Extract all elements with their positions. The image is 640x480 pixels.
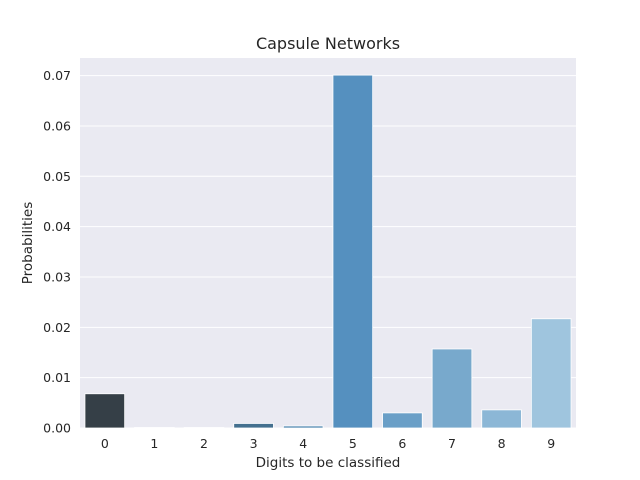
- bar-digit-3: [233, 423, 274, 429]
- y-tick-label: 0.07: [43, 68, 71, 83]
- x-tick-label: 4: [299, 436, 307, 451]
- chart-title: Capsule Networks: [256, 34, 400, 53]
- bar-digit-7: [431, 348, 473, 429]
- grid-lines: [80, 75, 576, 429]
- bar-digit-6: [382, 412, 423, 429]
- x-tick-label: 6: [398, 436, 406, 451]
- bars: [84, 74, 572, 429]
- bar-digit-0: [84, 393, 126, 429]
- x-tick-label: 2: [200, 436, 208, 451]
- x-tick-label: 7: [448, 436, 456, 451]
- y-axis-label: Probabilities: [20, 202, 36, 284]
- bar-digit-1: [134, 427, 175, 429]
- y-tick-label: 0.05: [43, 169, 71, 184]
- x-tick-label: 5: [349, 436, 357, 451]
- bar-digit-5: [332, 74, 374, 429]
- y-tick-label: 0.06: [43, 118, 71, 133]
- bar-digit-2: [183, 427, 225, 429]
- y-tick-label: 0.02: [43, 320, 71, 335]
- y-tick-label: 0.04: [43, 219, 71, 234]
- bar-digit-4: [282, 425, 324, 429]
- x-tick-label: 9: [547, 436, 555, 451]
- plot-area: [80, 58, 576, 428]
- y-tick-labels: 0.00 0.01 0.02 0.03 0.04 0.05 0.06 0.07: [43, 68, 71, 435]
- y-tick-label: 0.01: [43, 370, 71, 385]
- y-tick-label: 0.00: [43, 421, 71, 436]
- bar-digit-9: [530, 318, 572, 429]
- bar-digit-8: [481, 409, 522, 429]
- y-tick-label: 0.03: [43, 269, 71, 284]
- x-tick-label: 1: [150, 436, 158, 451]
- x-tick-label: 8: [498, 436, 506, 451]
- x-tick-labels: 0 1 2 3 4 5 6 7 8 9: [101, 436, 555, 451]
- x-tick-label: 3: [250, 436, 258, 451]
- x-tick-label: 0: [101, 436, 109, 451]
- x-axis-label: Digits to be classified: [256, 455, 401, 471]
